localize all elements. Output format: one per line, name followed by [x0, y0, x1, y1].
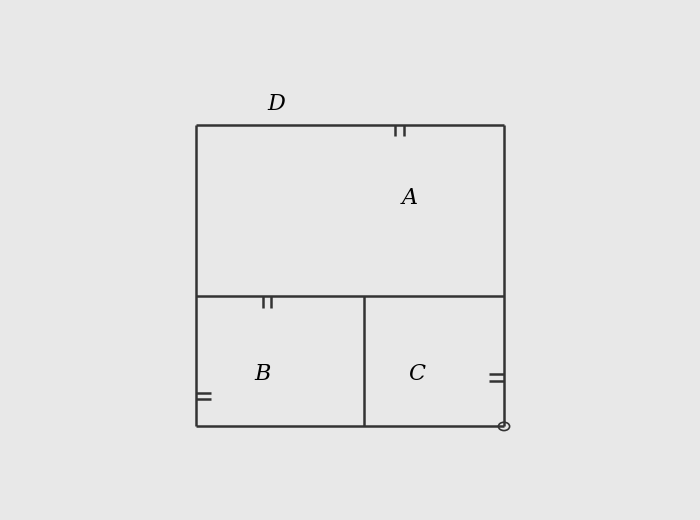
Text: B: B: [254, 363, 271, 385]
Text: C: C: [408, 363, 425, 385]
Text: A: A: [401, 187, 418, 209]
Text: D: D: [267, 93, 286, 115]
